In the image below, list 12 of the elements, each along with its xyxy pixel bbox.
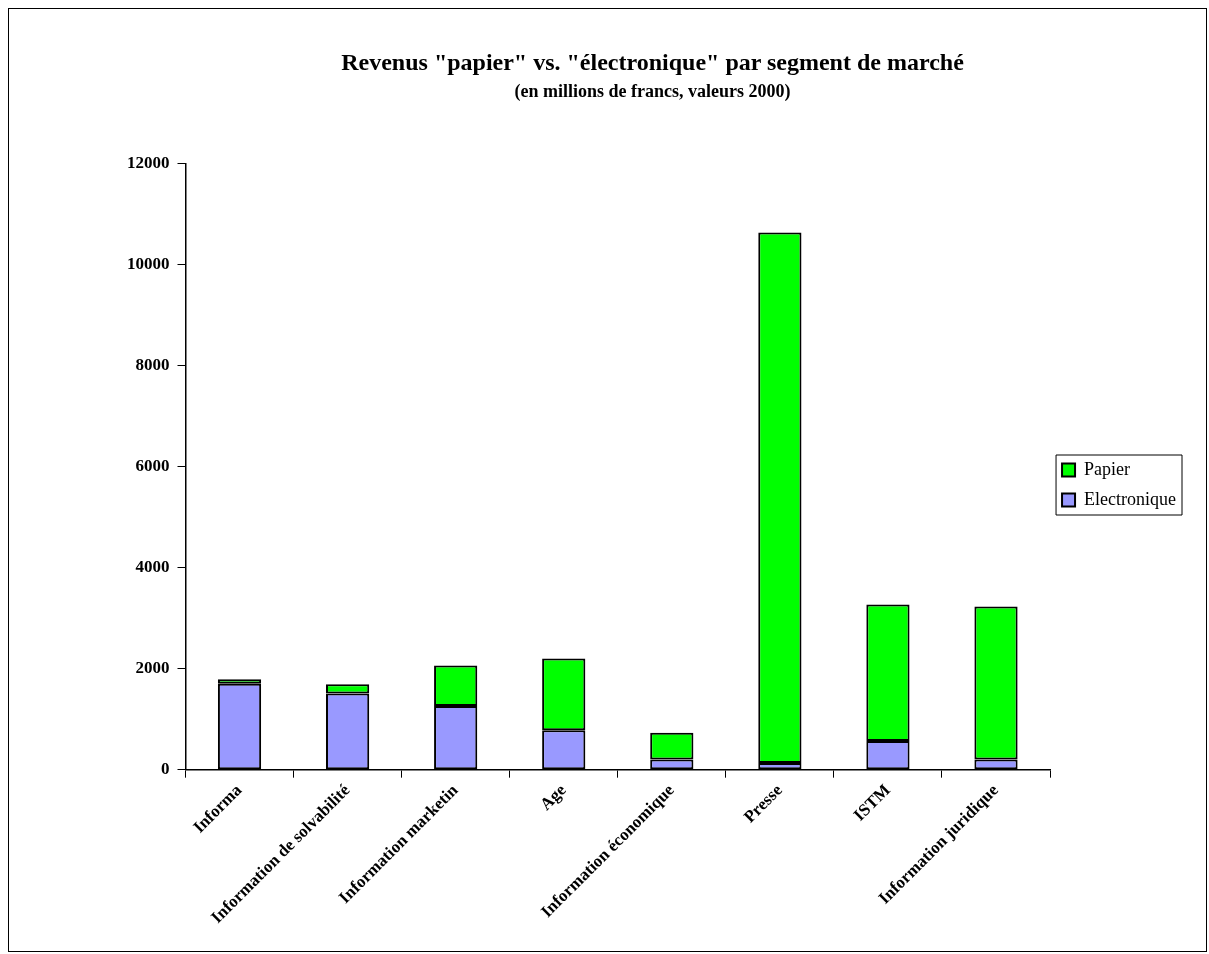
x-tick-label: Age	[536, 780, 570, 814]
legend-label: Electronique	[1084, 488, 1177, 509]
y-tick-label: 12000	[127, 152, 170, 172]
legend-label: Papier	[1084, 458, 1131, 479]
y-tick-label: 10000	[127, 253, 170, 273]
y-tick-label: 4000	[135, 556, 170, 576]
y-tick-label: 8000	[135, 354, 170, 374]
y-tick-label: 6000	[135, 455, 170, 475]
chart-title: Revenus "papier" vs. "électronique" par segment de marché	[341, 48, 965, 75]
chart-subtitle: (en millions de francs, valeurs 2000)	[514, 81, 791, 103]
y-tick-label: 2000	[135, 658, 170, 678]
y-tick-label: 0	[161, 759, 170, 779]
